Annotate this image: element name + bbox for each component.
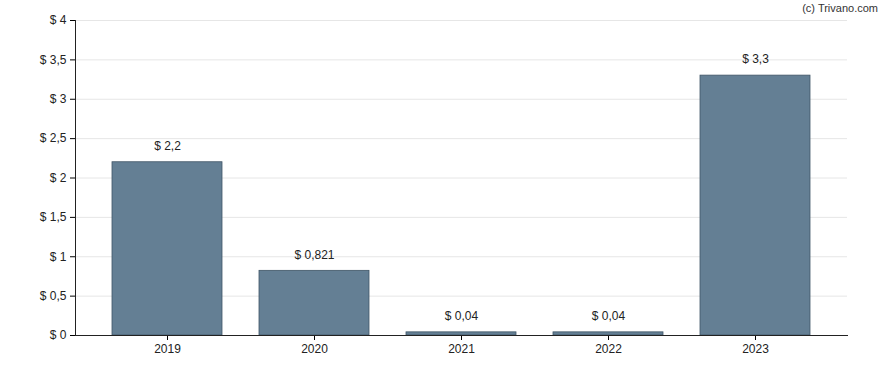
svg-text:$ 0,821: $ 0,821 bbox=[294, 248, 334, 262]
svg-text:$ 4: $ 4 bbox=[50, 13, 67, 27]
svg-text:$ 3: $ 3 bbox=[50, 92, 67, 106]
svg-text:$ 2,5: $ 2,5 bbox=[40, 131, 67, 145]
svg-text:$ 0: $ 0 bbox=[50, 328, 67, 342]
svg-text:2023: 2023 bbox=[742, 342, 769, 356]
svg-text:$ 2,2: $ 2,2 bbox=[154, 139, 181, 153]
svg-text:$ 2: $ 2 bbox=[50, 171, 67, 185]
svg-text:$ 3,5: $ 3,5 bbox=[40, 53, 67, 67]
html-text:(c) Trivano.com: (c) Trivano.com bbox=[802, 2, 878, 14]
svg-text:2020: 2020 bbox=[301, 342, 328, 356]
svg-text:$ 3,3: $ 3,3 bbox=[742, 52, 769, 66]
svg-text:$ 0,04: $ 0,04 bbox=[445, 309, 479, 323]
svg-text:$ 0,5: $ 0,5 bbox=[40, 289, 67, 303]
svg-text:$ 0,04: $ 0,04 bbox=[592, 309, 626, 323]
svg-text:2022: 2022 bbox=[595, 342, 622, 356]
svg-text:$ 1,5: $ 1,5 bbox=[40, 210, 67, 224]
svg-text:$ 1: $ 1 bbox=[50, 250, 67, 264]
svg-text:2019: 2019 bbox=[154, 342, 181, 356]
svg-text:2021: 2021 bbox=[448, 342, 475, 356]
